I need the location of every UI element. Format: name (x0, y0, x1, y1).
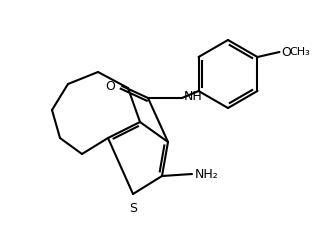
Text: O: O (282, 46, 291, 59)
Text: O: O (105, 79, 115, 92)
Text: NH₂: NH₂ (195, 168, 219, 181)
Text: CH₃: CH₃ (289, 47, 310, 57)
Text: S: S (129, 202, 137, 215)
Text: NH: NH (184, 90, 203, 103)
